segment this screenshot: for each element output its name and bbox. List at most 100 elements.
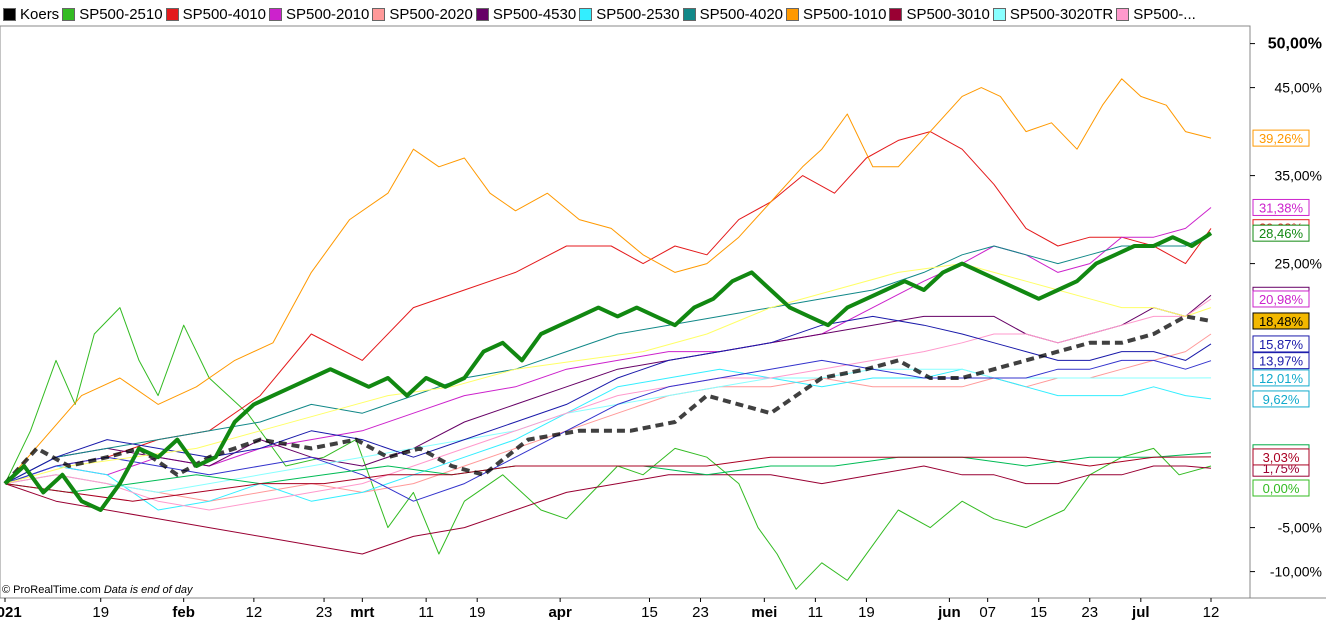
svg-text:39,26%: 39,26% — [1259, 131, 1304, 146]
series-line — [4, 263, 1212, 485]
series-line — [3, 231, 1213, 512]
series-value-label: 18,48% — [1252, 312, 1310, 330]
series-line — [4, 368, 1212, 493]
legend-label: SP500-4530 — [492, 5, 577, 23]
legend-swatch — [62, 7, 76, 21]
legend-label: SP500-3010 — [906, 5, 990, 23]
legend-swatch — [889, 7, 903, 21]
x-tick-label: 23 — [692, 604, 709, 621]
series-value-label: 0,00% — [1252, 479, 1310, 497]
x-tick-label: 19 — [92, 604, 109, 621]
svg-text:31,38%: 31,38% — [1259, 200, 1304, 215]
legend-label: Koers — [20, 5, 60, 23]
legend-item: Koers — [0, 4, 59, 24]
x-tick-label: jul — [1131, 604, 1150, 621]
x-tick-label: 2021 — [0, 604, 22, 621]
series-value-label: 15,87% — [1252, 335, 1310, 353]
svg-text:12,01%: 12,01% — [1259, 371, 1304, 386]
legend-swatch — [992, 7, 1006, 21]
x-tick-label: mrt — [350, 604, 374, 621]
legend-swatch — [682, 7, 696, 21]
svg-text:28,46%: 28,46% — [1259, 226, 1304, 241]
x-tick-label: mei — [751, 604, 777, 621]
chart-legend: Koers SP500-2510 SP500-4010 SP500-2010 SP500… — [0, 4, 1250, 26]
legend-item: SP500-4530 — [473, 4, 576, 24]
legend-label: SP500-4010 — [182, 5, 266, 23]
legend-swatch — [579, 7, 593, 21]
legend-label: SP500-1010 — [803, 5, 887, 23]
legend-label: SP500-2530 — [596, 5, 680, 23]
x-tick-label: 12 — [1203, 604, 1220, 621]
series-line — [4, 456, 1212, 502]
x-tick-label: 11 — [418, 604, 434, 621]
legend-swatch — [269, 7, 282, 21]
svg-text:18,48%: 18,48% — [1259, 314, 1304, 329]
credit-source: © ProRealTime.com — [2, 584, 101, 596]
x-tick-label: 15 — [1030, 604, 1047, 621]
series-line — [4, 78, 1212, 484]
legend-swatch — [475, 7, 489, 21]
series-value-label: 31,38% — [1252, 198, 1310, 216]
x-tick-label: 19 — [858, 604, 875, 621]
x-tick-label: 12 — [246, 604, 263, 621]
legend-item: SP500-3020TR — [990, 4, 1113, 24]
legend-swatch — [372, 7, 386, 21]
legend-item: SP500-4020 — [680, 4, 783, 24]
svg-text:9,62%: 9,62% — [1263, 392, 1300, 407]
y-tick-label: -10,00% — [1270, 564, 1322, 580]
series-value-label: 13,97% — [1252, 352, 1310, 370]
x-tick-label: feb — [172, 604, 195, 621]
y-tick-label: 45,00% — [1275, 80, 1322, 96]
legend-label: SP500-3020TR — [1009, 5, 1114, 23]
series-line — [4, 131, 1212, 485]
legend-item: SP500-3010 — [886, 4, 990, 24]
credit-note: Data is end of day — [103, 584, 193, 596]
y-tick-label: 50,00% — [1268, 36, 1322, 53]
legend-item: SP500-2020 — [369, 4, 473, 24]
legend-item: SP500-... — [1113, 4, 1196, 24]
series-line — [4, 307, 1212, 590]
legend-swatch — [165, 7, 179, 21]
legend-item: SP500-2010 — [266, 4, 369, 24]
series-line — [4, 232, 1212, 485]
x-tick-label: apr — [548, 604, 572, 621]
series-value-label: 3,03% — [1252, 448, 1310, 466]
legend-item: SP500-2530 — [576, 4, 680, 24]
x-tick-label: 07 — [979, 604, 996, 621]
legend-item: SP500-4010 — [163, 4, 266, 24]
y-tick-label: -5,00% — [1278, 520, 1322, 536]
legend-label: SP500-4020 — [699, 5, 784, 23]
legend-swatch — [786, 7, 800, 21]
legend-item: SP500-1010 — [783, 4, 886, 24]
legend-swatch — [3, 7, 16, 21]
series-line — [4, 359, 1212, 502]
series-value-label: 20,98% — [1252, 290, 1310, 308]
series-value-label: 39,26% — [1252, 129, 1310, 147]
svg-text:3,03%: 3,03% — [1263, 450, 1300, 465]
svg-text:15,87%: 15,87% — [1259, 337, 1304, 352]
x-tick-label: 19 — [469, 604, 486, 621]
legend-label: SP500-... — [1133, 5, 1196, 23]
legend-label: SP500-2010 — [286, 5, 370, 23]
y-tick-label: 35,00% — [1275, 168, 1322, 184]
legend-swatch — [1116, 7, 1130, 21]
series-value-label: 12,01% — [1252, 369, 1310, 387]
y-tick-label: 25,00% — [1275, 256, 1322, 272]
series-line — [4, 368, 1212, 511]
legend-label: SP500-2020 — [389, 5, 473, 23]
x-tick-label: 23 — [1081, 604, 1098, 621]
series-value-label: 28,46% — [1252, 224, 1310, 242]
svg-text:20,98%: 20,98% — [1259, 292, 1304, 307]
svg-text:13,97%: 13,97% — [1259, 354, 1304, 369]
series-value-label: 9,62% — [1252, 390, 1310, 408]
series-line — [4, 315, 1212, 485]
series-line — [3, 314, 1212, 485]
x-tick-label: jun — [937, 604, 961, 621]
credit-text: © ProRealTime.com Data is end of day — [2, 584, 193, 596]
series-line — [4, 465, 1212, 555]
svg-text:0,00%: 0,00% — [1263, 481, 1300, 496]
series-line — [4, 207, 1212, 485]
legend-label: SP500-2510 — [79, 5, 163, 23]
x-tick-label: 11 — [808, 604, 824, 621]
